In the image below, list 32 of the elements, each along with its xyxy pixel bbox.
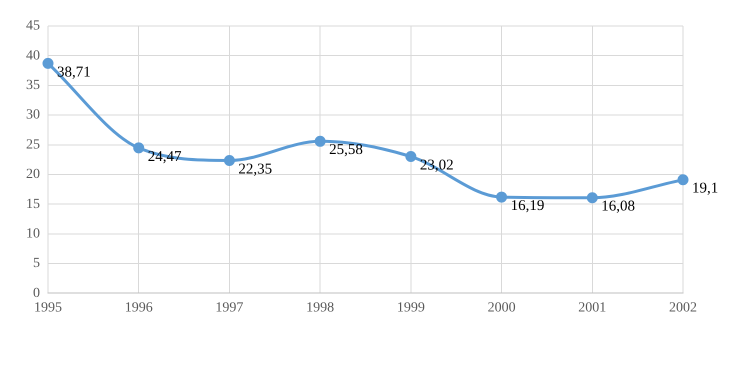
y-tick-label: 20	[26, 167, 40, 182]
x-tick-label: 1996	[124, 300, 153, 316]
data-label: 19,1	[692, 180, 718, 197]
data-label: 16,19	[510, 198, 544, 214]
x-tick-label: 1999	[396, 300, 425, 316]
x-tick-label: 1995	[34, 300, 62, 316]
data-label: 38,71	[57, 64, 91, 80]
point	[224, 154, 235, 166]
point	[496, 192, 508, 203]
data-label: 22,35	[238, 161, 272, 178]
x-tick-label: 1998	[306, 300, 334, 316]
y-tick-label: 40	[26, 48, 40, 64]
y-tick-label: 25	[26, 137, 40, 152]
x-tick-label: 2000	[488, 300, 516, 316]
data-label: 16,08	[601, 198, 636, 215]
point	[314, 136, 326, 147]
y-tick-label: 45	[26, 18, 40, 34]
y-tick-label: 30	[26, 108, 40, 123]
y-tick-label: 10	[26, 226, 40, 242]
y-tick-label: 35	[26, 78, 40, 94]
data-label: 25,58	[329, 142, 363, 158]
point	[405, 151, 416, 162]
point	[586, 192, 598, 204]
y-tick-label: 5	[33, 256, 40, 272]
x-tick-label: 1997	[215, 300, 244, 316]
x-tick-label: 2001	[578, 300, 606, 316]
y-tick-label: 15	[26, 196, 40, 212]
point	[42, 58, 54, 69]
y-tick-label: 0	[33, 286, 40, 301]
x-tick-label: 2002	[669, 300, 697, 316]
point	[133, 142, 144, 154]
point	[678, 174, 688, 186]
